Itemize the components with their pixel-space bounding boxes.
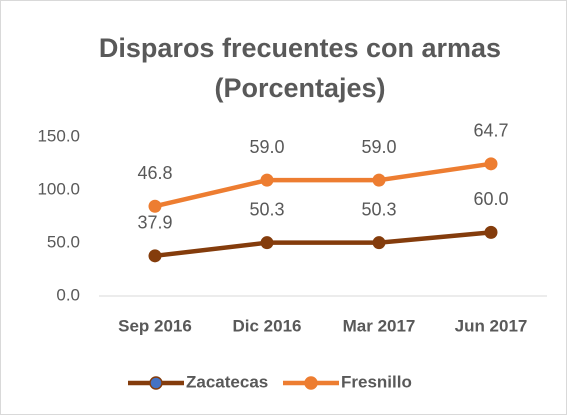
legend-label: Zacatecas: [186, 372, 268, 391]
legend-label: Fresnillo: [341, 372, 412, 391]
point: [260, 236, 274, 250]
legend-marker: [149, 376, 163, 390]
point: [372, 236, 386, 250]
data-label: 46.8: [137, 163, 172, 183]
y-tick-label: 150.0: [37, 126, 80, 145]
line-series: [154, 161, 492, 209]
data-label: 50.3: [361, 199, 396, 219]
data-label: 59.0: [361, 137, 396, 157]
data-label: 60.0: [473, 189, 508, 209]
x-tick-label: Dic 2016: [233, 316, 302, 335]
legend-marker: [304, 376, 318, 390]
data-label: 64.7: [473, 121, 508, 141]
point: [484, 225, 498, 239]
point: [372, 173, 386, 187]
data-label: 37.9: [137, 213, 172, 233]
x-tick-label: Jun 2017: [455, 316, 528, 335]
point: [484, 157, 498, 171]
chart-title: (Porcentajes): [214, 73, 385, 103]
point: [148, 249, 162, 263]
y-tick-label: 0.0: [56, 285, 80, 304]
chart-title: Disparos frecuentes con armas: [99, 33, 501, 63]
line-series: [154, 230, 492, 259]
x-tick-label: Mar 2017: [343, 316, 416, 335]
y-tick-label: 50.0: [47, 232, 80, 251]
x-tick-label: Sep 2016: [118, 316, 192, 335]
y-tick-label: 100.0: [37, 179, 80, 198]
point: [148, 199, 162, 213]
data-label: 59.0: [249, 137, 284, 157]
point: [260, 173, 274, 187]
data-label: 50.3: [249, 199, 284, 219]
